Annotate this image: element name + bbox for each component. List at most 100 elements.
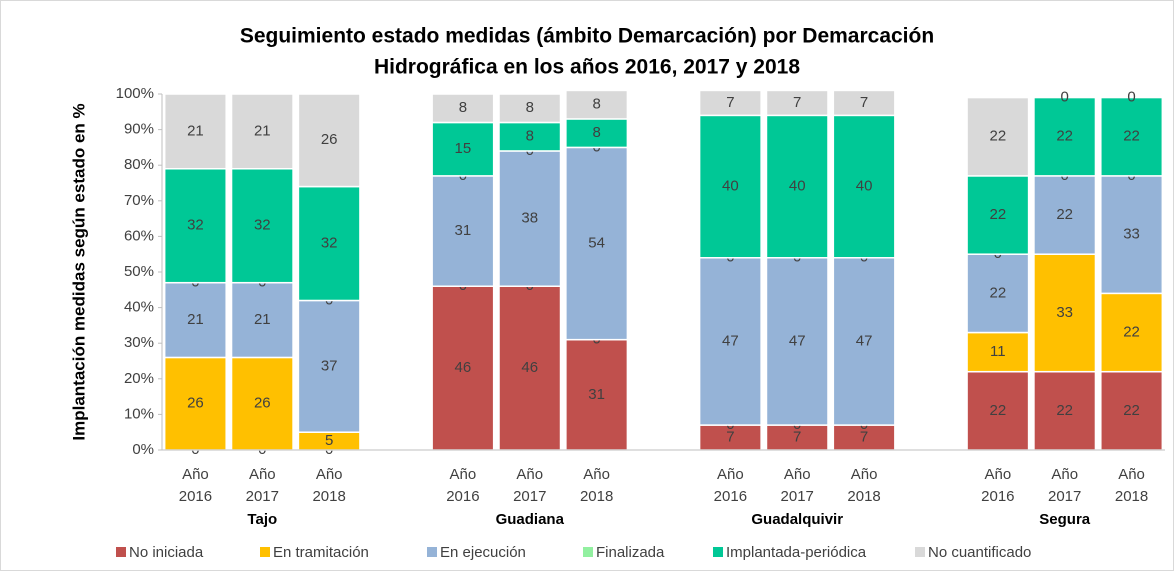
legend-label: No iniciada xyxy=(129,544,204,561)
data-label: 22 xyxy=(1123,323,1140,340)
group-label: Tajo xyxy=(247,511,277,528)
data-label: 22 xyxy=(1056,402,1073,419)
data-label: 38 xyxy=(521,210,538,227)
bar-segment xyxy=(230,93,294,170)
legend-swatch xyxy=(583,547,593,557)
data-label: 31 xyxy=(455,222,472,239)
data-label: 46 xyxy=(521,359,538,376)
group-label: Segura xyxy=(1039,511,1091,528)
data-label: 47 xyxy=(789,332,806,349)
legend-label: No cuantificado xyxy=(928,544,1031,561)
data-label: 40 xyxy=(856,178,873,195)
data-label: 26 xyxy=(187,395,204,412)
bar-segment xyxy=(565,89,629,120)
data-label: 31 xyxy=(588,386,605,403)
data-label: 22 xyxy=(989,206,1006,223)
x-tick-label: Año 2017 xyxy=(1048,466,1081,505)
legend-label: En ejecución xyxy=(440,544,526,561)
data-label: 22 xyxy=(1056,128,1073,145)
bar-segment xyxy=(1100,292,1164,373)
group-label: Guadalquivir xyxy=(751,511,843,528)
x-tick-label: Año 2016 xyxy=(714,466,747,505)
bar-segment xyxy=(1100,175,1164,295)
bar-segment xyxy=(966,96,1030,177)
data-label: 22 xyxy=(989,402,1006,419)
x-tick-label: Año 2018 xyxy=(847,466,880,505)
bar-segment xyxy=(431,285,495,451)
bar-segment xyxy=(765,257,829,426)
y-tick-label: 60% xyxy=(124,227,154,244)
data-label: 22 xyxy=(1123,402,1140,419)
bar-segment xyxy=(163,93,227,170)
data-label: 26 xyxy=(254,395,271,412)
data-label: 21 xyxy=(254,311,271,328)
x-tick-label: Año 2018 xyxy=(580,466,613,505)
legend-swatch xyxy=(116,547,126,557)
x-tick-label: Año 2017 xyxy=(513,466,546,505)
data-label: 21 xyxy=(187,122,204,139)
data-label: 21 xyxy=(254,122,271,139)
bar-segment xyxy=(431,121,495,177)
y-tick-label: 100% xyxy=(116,85,154,102)
y-tick-label: 90% xyxy=(124,121,154,138)
bar-segment xyxy=(230,168,294,284)
y-axis-label: Implantación medidas según estado en % xyxy=(69,103,88,440)
data-label: 7 xyxy=(860,94,868,111)
bar-segment xyxy=(966,331,1030,373)
data-label: 40 xyxy=(789,178,806,195)
data-label: 7 xyxy=(793,429,801,446)
legend-swatch xyxy=(260,547,270,557)
bar-segment xyxy=(1033,253,1097,373)
bar-segment xyxy=(163,356,227,451)
legend-label: En tramitación xyxy=(273,544,369,561)
data-label: 22 xyxy=(989,128,1006,145)
data-label: 7 xyxy=(860,429,868,446)
bar-segment xyxy=(163,281,227,359)
data-label: 32 xyxy=(321,234,338,251)
bar-segment xyxy=(431,93,495,124)
bar-segment xyxy=(1033,370,1097,451)
bar-segment xyxy=(698,114,762,259)
x-tick-label: Año 2018 xyxy=(312,466,345,505)
data-label: 0 xyxy=(1127,89,1135,106)
data-label: 47 xyxy=(722,332,739,349)
x-tick-label: Año 2016 xyxy=(981,466,1014,505)
y-tick-label: 0% xyxy=(132,441,154,458)
bar-segment xyxy=(765,89,829,117)
x-tick-label: Año 2017 xyxy=(246,466,279,505)
chart-title: Hidrográfica en los años 2016, 2017 y 20… xyxy=(374,56,800,79)
data-label: 32 xyxy=(187,217,204,234)
y-tick-label: 70% xyxy=(124,192,154,209)
bar-segment xyxy=(1100,96,1164,177)
data-label: 8 xyxy=(526,99,534,116)
data-label: 0 xyxy=(1061,89,1069,106)
data-label: 8 xyxy=(592,124,600,141)
legend-swatch xyxy=(915,547,925,557)
x-tick-label: Año 2016 xyxy=(446,466,479,505)
x-tick-label: Año 2017 xyxy=(781,466,814,505)
data-label: 37 xyxy=(321,357,338,374)
data-label: 7 xyxy=(726,429,734,446)
bar-segment xyxy=(765,114,829,259)
bar-segment xyxy=(832,257,896,426)
y-tick-label: 80% xyxy=(124,156,154,173)
bar-segment xyxy=(297,93,361,188)
data-label: 46 xyxy=(455,359,472,376)
y-tick-label: 30% xyxy=(124,334,154,351)
data-label: 8 xyxy=(592,96,600,113)
data-label: 26 xyxy=(321,131,338,148)
x-tick-label: Año 2018 xyxy=(1115,466,1148,505)
data-label: 8 xyxy=(459,99,467,116)
y-tick-label: 20% xyxy=(124,370,154,387)
bar-segment xyxy=(498,150,562,287)
bar-segment xyxy=(431,175,495,287)
data-label: 8 xyxy=(526,128,534,145)
group-label: Guadiana xyxy=(496,511,565,528)
bar-segment xyxy=(1033,96,1097,177)
chart-title: Seguimiento estado medidas (ámbito Demar… xyxy=(240,25,934,48)
data-label: 32 xyxy=(254,217,271,234)
legend-label: Implantada-periódica xyxy=(726,544,867,561)
data-label: 47 xyxy=(856,332,873,349)
data-label: 21 xyxy=(187,311,204,328)
